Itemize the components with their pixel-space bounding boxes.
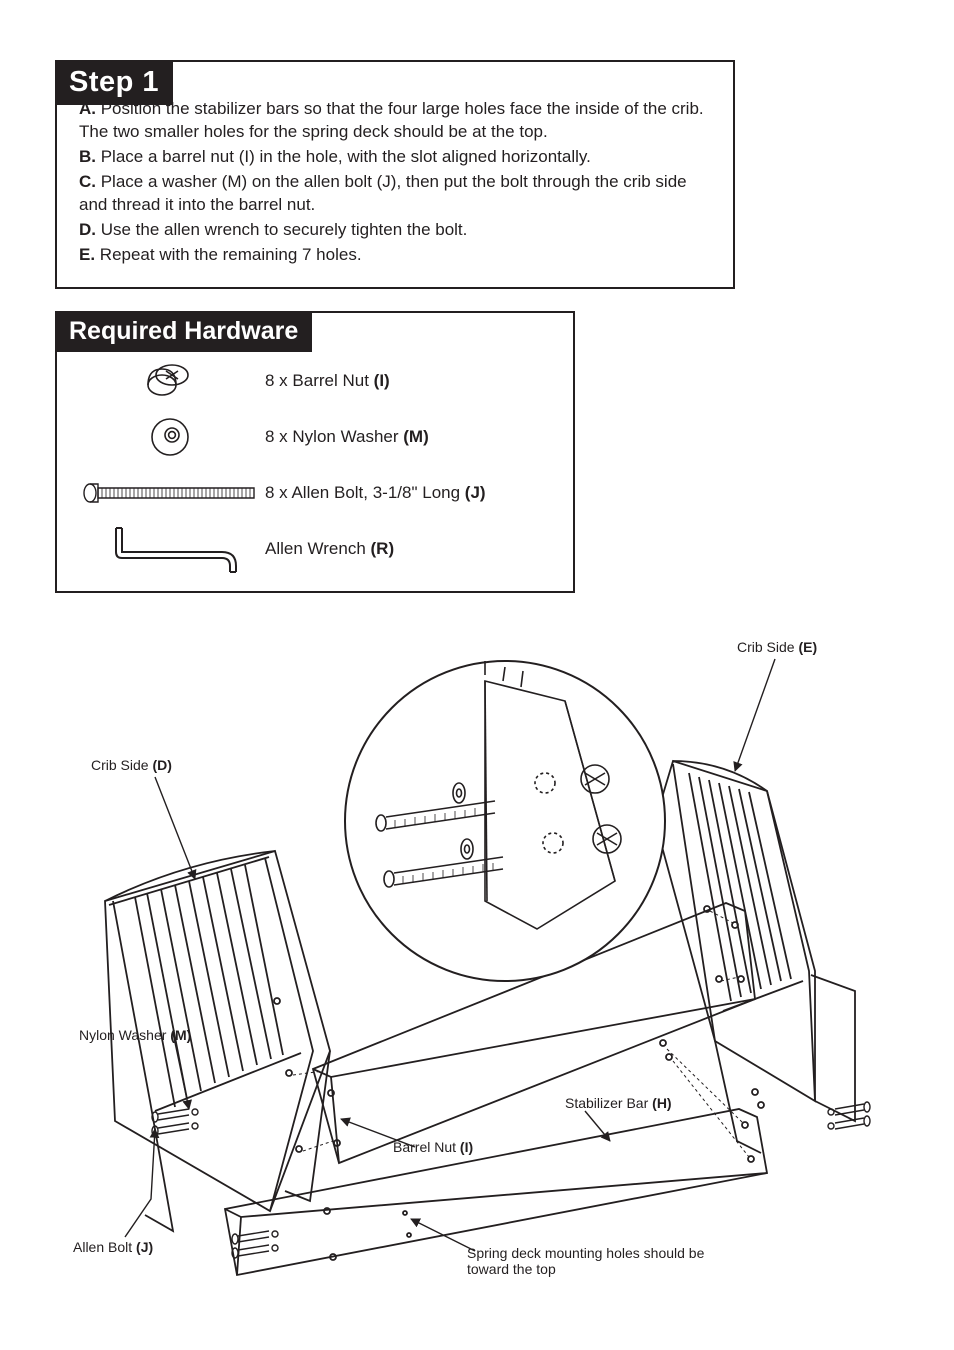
step-box: Step 1 A. Position the stabilizer bars s…: [55, 60, 735, 289]
callout-stabilizer-bar: Stabilizer Bar (H): [565, 1095, 672, 1112]
nylon-washer-icon: [75, 413, 265, 461]
callout-crib-side-e: Crib Side (E): [737, 639, 817, 656]
step-line: A. Position the stabilizer bars so that …: [79, 98, 711, 144]
hardware-label: 8 x Allen Bolt, 3-1/8" Long (J): [265, 482, 486, 504]
callout-crib-side-d: Crib Side (D): [91, 757, 172, 774]
barrel-nut-icon: [75, 361, 265, 401]
hardware-row: 8 x Barrel Nut (I): [75, 353, 555, 409]
hardware-rows: 8 x Barrel Nut (I) 8 x Nylon Washer (M): [75, 353, 555, 577]
allen-bolt-icon: [75, 481, 265, 505]
callout-allen-bolt: Allen Bolt (J): [73, 1239, 153, 1256]
step-line: B. Place a barrel nut (I) in the hole, w…: [79, 146, 711, 169]
step-instructions: A. Position the stabilizer bars so that …: [79, 98, 711, 267]
page: Step 1 A. Position the stabilizer bars s…: [0, 0, 954, 1350]
step-line: C. Place a washer (M) on the allen bolt …: [79, 171, 711, 217]
step-line: D. Use the allen wrench to securely tigh…: [79, 219, 711, 242]
step-title-tab: Step 1: [55, 60, 173, 105]
callout-nylon-washer: Nylon Washer (M): [79, 1027, 191, 1044]
hardware-label: 8 x Barrel Nut (I): [265, 370, 390, 392]
step-line: E. Repeat with the remaining 7 holes.: [79, 244, 711, 267]
allen-wrench-icon: [75, 524, 265, 574]
hardware-row: 8 x Nylon Washer (M): [75, 409, 555, 465]
callout-barrel-nut: Barrel Nut (I): [393, 1139, 473, 1156]
hardware-row: 8 x Allen Bolt, 3-1/8" Long (J): [75, 465, 555, 521]
hardware-row: Allen Wrench (R): [75, 521, 555, 577]
hardware-title-tab: Required Hardware: [55, 311, 312, 352]
hardware-label: Allen Wrench (R): [265, 538, 394, 560]
assembly-diagram: Crib Side (E) Crib Side (D) Nylon Washer…: [55, 601, 899, 1301]
hardware-box: Required Hardware 8 x Barrel Nut (I: [55, 311, 575, 593]
callout-spring-deck-note: Spring deck mounting holes should be tow…: [467, 1245, 727, 1279]
hardware-label: 8 x Nylon Washer (M): [265, 426, 429, 448]
